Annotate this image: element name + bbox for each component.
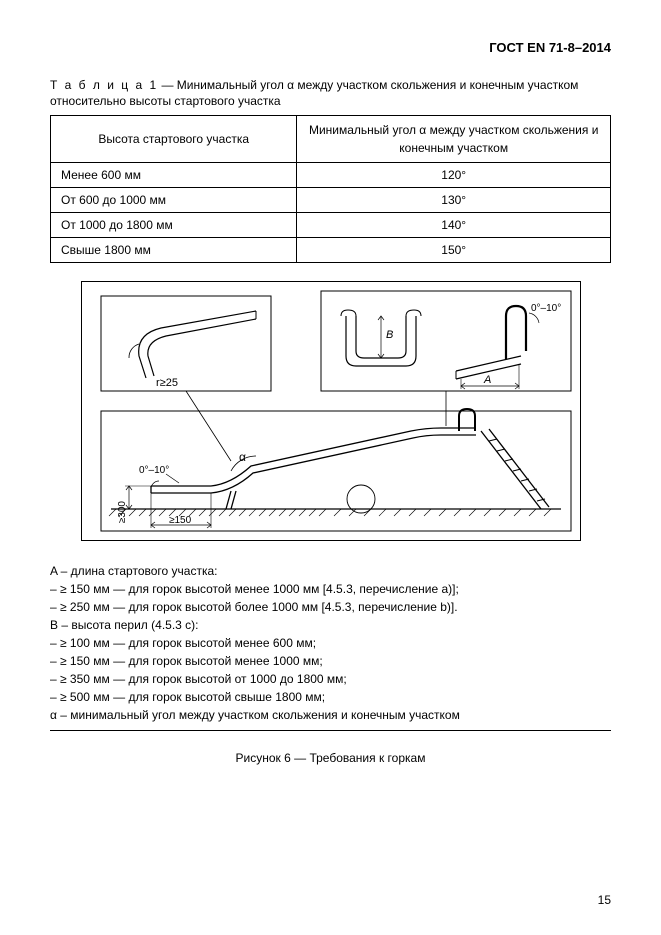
detail-cross-section: B 0°–10° [321, 291, 571, 391]
label-150: ≥150 [169, 515, 192, 526]
label-alpha: α [239, 450, 246, 464]
table-header-col1: Высота стартового участка [51, 116, 297, 163]
figure-legend: A – длина стартового участка: – ≥ 150 мм… [50, 562, 611, 731]
document-header: ГОСТ EN 71-8–2014 [50, 40, 611, 55]
legend-line: – ≥ 350 мм — для горок высотой от 1000 д… [50, 670, 611, 688]
table-cell: От 600 до 1000 мм [51, 188, 297, 213]
slide-diagram-svg: r≥25 [81, 281, 581, 541]
table-cell: 140° [297, 213, 611, 238]
table-header-col2: Минимальный угол α между участком скольж… [297, 116, 611, 163]
table-caption-prefix: Т а б л и ц а 1 [50, 78, 158, 92]
legend-line: A – длина стартового участка: [50, 562, 611, 580]
table-cell: 150° [297, 238, 611, 263]
table-cell: Менее 600 мм [51, 163, 297, 188]
table-cell: 130° [297, 188, 611, 213]
label-0-10-right: 0°–10° [531, 303, 561, 314]
main-elevation: α 0°–10° ≥300 ≥150 [101, 409, 571, 531]
table-cell: 120° [297, 163, 611, 188]
figure-diagram: r≥25 [81, 281, 581, 544]
label-r25: r≥25 [156, 377, 178, 389]
label-B: B [386, 329, 393, 341]
table-row: От 1000 до 1800 мм 140° [51, 213, 611, 238]
legend-line: α – минимальный угол между участком скол… [50, 706, 611, 724]
legend-line: – ≥ 150 мм — для горок высотой менее 100… [50, 580, 611, 598]
legend-line: B – высота перил (4.5.3 c): [50, 616, 611, 634]
page-number: 15 [598, 893, 611, 907]
label-A: A [483, 374, 491, 386]
page: ГОСТ EN 71-8–2014 Т а б л и ц а 1 — Мини… [0, 0, 661, 935]
data-table: Высота стартового участка Минимальный уг… [50, 115, 611, 263]
detail-rounded-end: r≥25 [101, 296, 271, 391]
figure-caption: Рисунок 6 — Требования к горкам [50, 751, 611, 765]
table-row: Свыше 1800 мм 150° [51, 238, 611, 263]
label-300: ≥300 [117, 501, 128, 524]
legend-line: – ≥ 250 мм — для горок высотой более 100… [50, 598, 611, 616]
table-row: От 600 до 1000 мм 130° [51, 188, 611, 213]
table-header-row: Высота стартового участка Минимальный уг… [51, 116, 611, 163]
legend-line: – ≥ 150 мм — для горок высотой менее 100… [50, 652, 611, 670]
legend-line: – ≥ 500 мм — для горок высотой свыше 180… [50, 688, 611, 706]
table-cell: От 1000 до 1800 мм [51, 213, 297, 238]
table-caption: Т а б л и ц а 1 — Минимальный угол α меж… [50, 77, 611, 109]
table-row: Менее 600 мм 120° [51, 163, 611, 188]
legend-line: – ≥ 100 мм — для горок высотой менее 600… [50, 634, 611, 652]
label-0-10-left: 0°–10° [139, 465, 169, 476]
table-cell: Свыше 1800 мм [51, 238, 297, 263]
